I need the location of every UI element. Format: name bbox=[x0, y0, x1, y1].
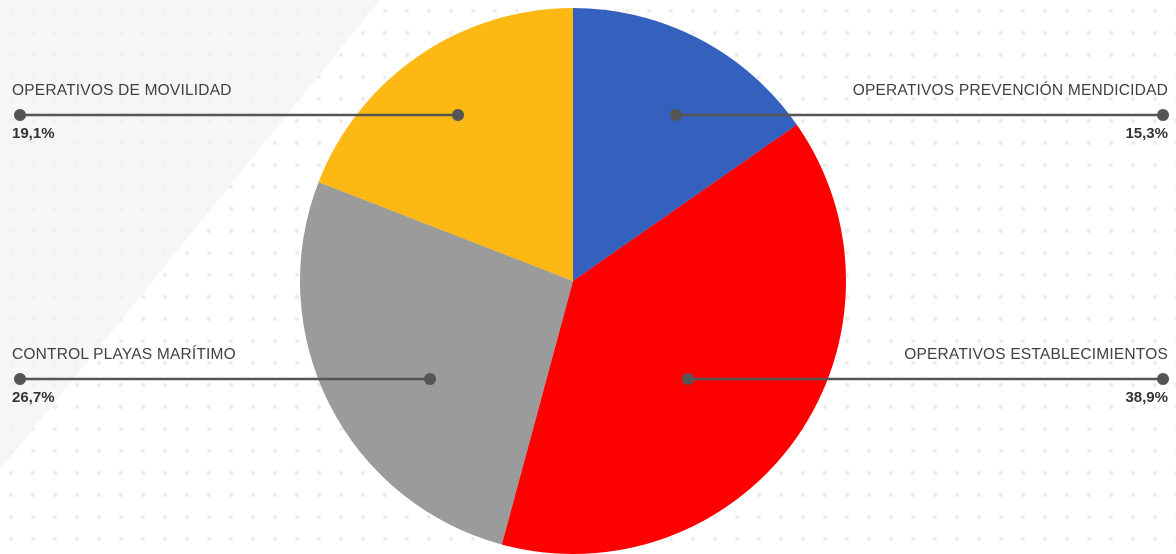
leader-dot bbox=[1157, 373, 1169, 385]
slice-value-label: 15,3% bbox=[1125, 125, 1168, 142]
slice-label: OPERATIVOS DE MOVILIDAD bbox=[12, 82, 232, 99]
pie-slice bbox=[501, 124, 846, 554]
leader-dot bbox=[14, 109, 26, 121]
pie bbox=[299, 8, 846, 554]
leader-dot bbox=[1157, 109, 1169, 121]
slice-label: OPERATIVOS ESTABLECIMIENTOS bbox=[904, 346, 1168, 363]
leader-dot bbox=[424, 373, 436, 385]
pie-slice bbox=[318, 8, 573, 281]
leader-dot bbox=[670, 109, 682, 121]
leader-dot bbox=[452, 109, 464, 121]
pie-slice bbox=[573, 8, 797, 281]
leader-dot bbox=[14, 373, 26, 385]
slice-label: CONTROL PLAYAS MARÍTIMO bbox=[12, 346, 236, 363]
labels: OPERATIVOS PREVENCIÓN MENDICIDAD 15,3% OPE… bbox=[12, 82, 1169, 406]
slice-value-label: 26,7% bbox=[12, 389, 55, 406]
slice-value-label: 19,1% bbox=[12, 125, 55, 142]
slice-value-label: 38,9% bbox=[1125, 389, 1168, 406]
slice-label: OPERATIVOS PREVENCIÓN MENDICIDAD bbox=[853, 82, 1168, 99]
background-shape bbox=[0, 0, 380, 470]
leader-dot bbox=[682, 373, 694, 385]
pie-slice bbox=[299, 182, 573, 545]
